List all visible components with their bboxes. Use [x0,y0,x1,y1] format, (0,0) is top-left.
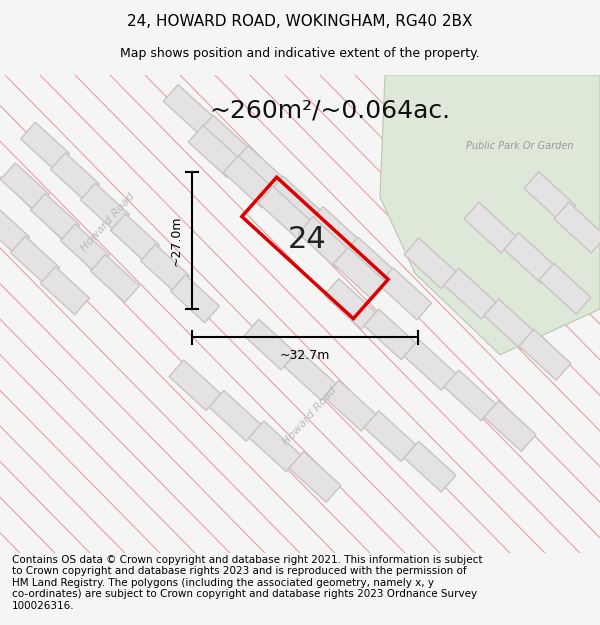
Polygon shape [11,236,59,284]
Polygon shape [380,75,600,355]
Polygon shape [80,183,130,231]
Polygon shape [110,214,160,262]
Polygon shape [169,360,221,411]
Text: Howard Road: Howard Road [79,191,137,254]
Polygon shape [91,254,139,302]
Polygon shape [199,115,251,167]
Text: Contains OS data © Crown copyright and database right 2021. This information is : Contains OS data © Crown copyright and d… [12,554,482,611]
Polygon shape [343,237,397,289]
Polygon shape [379,268,431,320]
Polygon shape [554,202,600,253]
Polygon shape [140,244,190,292]
Polygon shape [223,156,277,208]
Text: ~32.7m: ~32.7m [280,349,330,362]
Polygon shape [464,202,516,253]
Polygon shape [209,391,261,441]
Text: Map shows position and indicative extent of the property.: Map shows position and indicative extent… [120,48,480,61]
Polygon shape [519,329,571,380]
Polygon shape [244,319,296,370]
Polygon shape [268,176,322,228]
Text: Public Park Or Garden: Public Park Or Garden [466,141,574,151]
Polygon shape [444,370,496,421]
Polygon shape [524,172,576,222]
Text: ~260m²/~0.064ac.: ~260m²/~0.064ac. [209,99,451,122]
Polygon shape [444,268,496,319]
Polygon shape [324,380,376,431]
Polygon shape [41,267,89,314]
Polygon shape [1,163,49,211]
Polygon shape [404,339,456,390]
Polygon shape [364,411,416,461]
Polygon shape [20,122,70,170]
Polygon shape [308,207,362,259]
Polygon shape [170,275,220,322]
Polygon shape [404,238,456,289]
Polygon shape [233,146,287,198]
Polygon shape [61,224,109,272]
Polygon shape [31,194,79,241]
Polygon shape [0,206,29,254]
Polygon shape [284,350,336,401]
Polygon shape [484,401,536,451]
Polygon shape [539,263,591,314]
Polygon shape [504,232,556,284]
Text: 24: 24 [287,225,326,254]
Polygon shape [188,125,242,177]
Text: ~27.0m: ~27.0m [170,215,182,266]
Polygon shape [289,451,341,502]
Polygon shape [259,186,311,238]
Text: 24, HOWARD ROAD, WOKINGHAM, RG40 2BX: 24, HOWARD ROAD, WOKINGHAM, RG40 2BX [127,14,473,29]
Polygon shape [484,299,536,349]
Polygon shape [50,152,100,201]
Polygon shape [163,84,217,137]
Polygon shape [324,279,376,329]
Polygon shape [298,217,352,269]
Polygon shape [364,309,416,360]
Text: Howard Road: Howard Road [281,384,339,447]
Polygon shape [404,441,456,492]
Polygon shape [334,248,386,299]
Polygon shape [249,421,301,472]
